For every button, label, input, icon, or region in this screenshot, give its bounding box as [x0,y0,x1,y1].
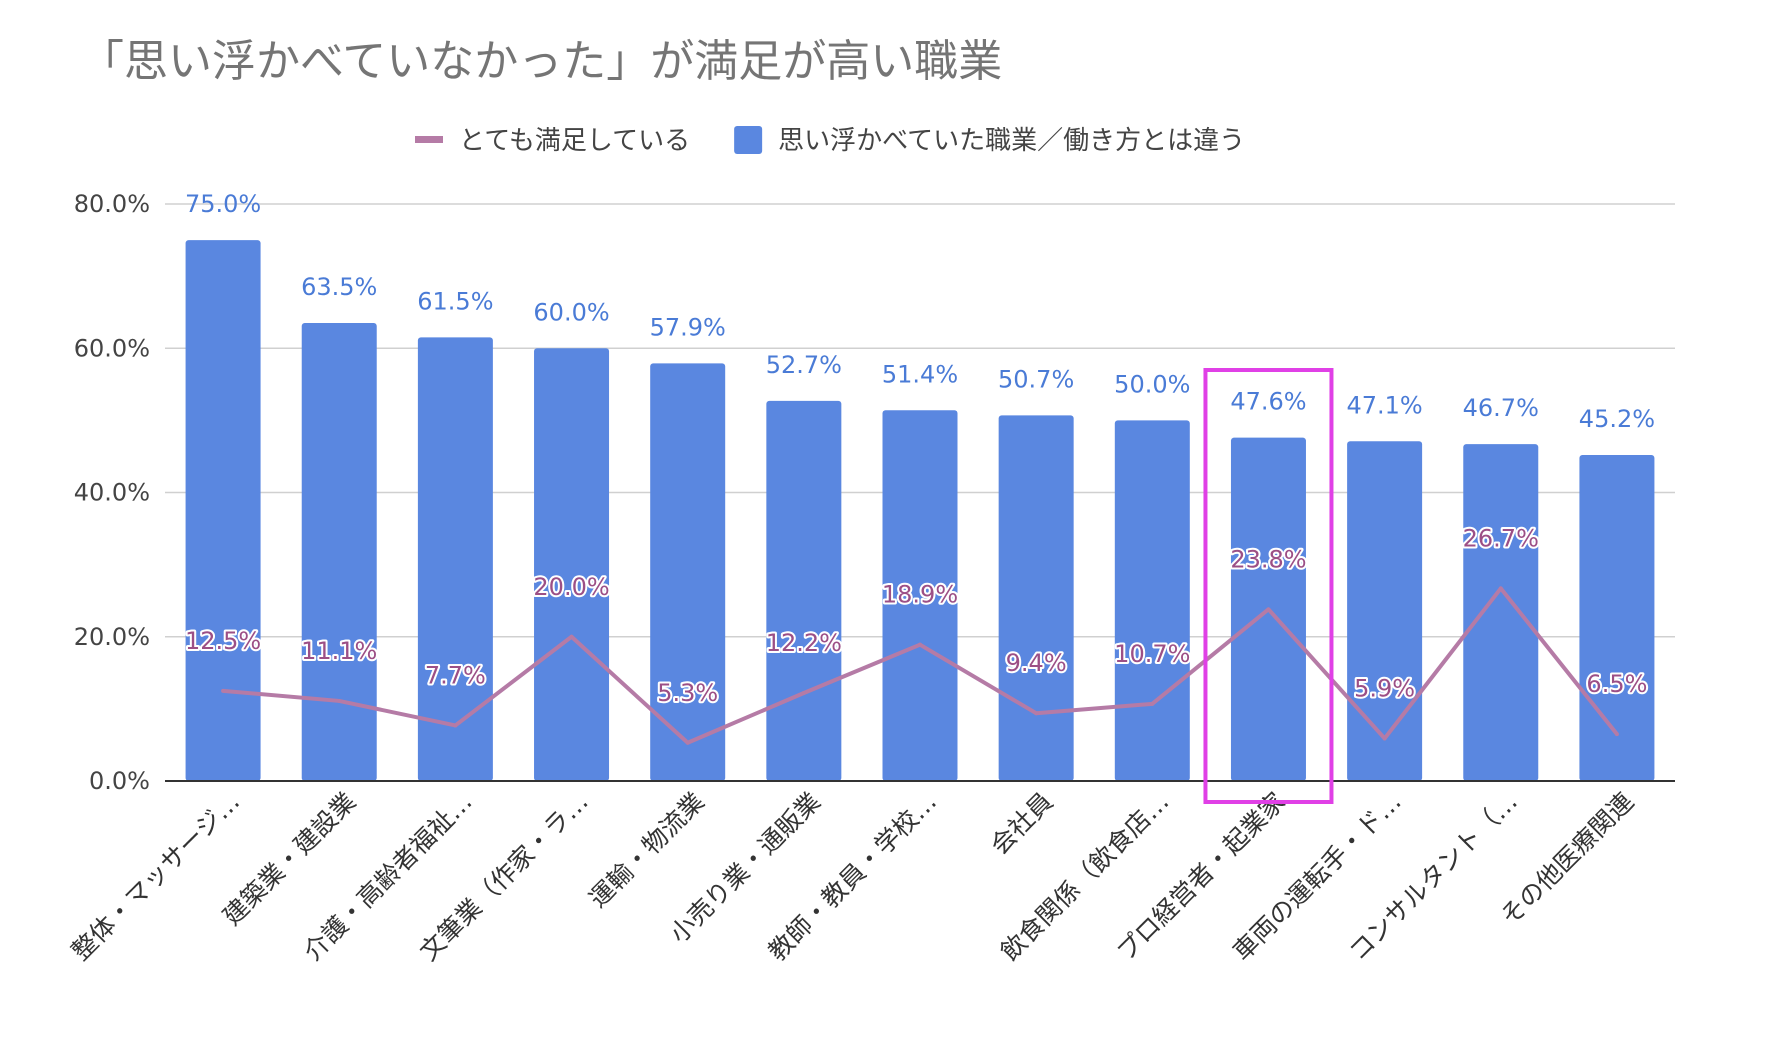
bar-data-label: 47.6% [1230,388,1306,416]
line-data-label: 10.7% [1114,640,1190,668]
x-axis: 整体・マッサージ…建築業・建設業介護・高齢者福祉…文筆業（作家・ラ…運輸・物流業… [66,780,1675,966]
legend-line-swatch [415,136,443,143]
line-point [1614,732,1619,737]
bar [882,410,958,781]
line-point [1150,701,1155,706]
line-data-label: 18.9% [882,581,958,609]
legend-bar-swatch [734,126,763,154]
line-data-label: 12.5% [185,627,261,655]
highlight-layer [1203,368,1334,804]
line-point [1498,586,1503,591]
x-tick-label: 運輸・物流業 [583,787,710,914]
line-data-label: 5.9% [1354,674,1415,702]
legend-label: 思い浮かべていた職業／働き方とは違う [778,126,1245,156]
line-point [1034,711,1039,716]
line-data-label: 9.4% [1006,649,1067,677]
line-point [801,691,806,696]
bar [1463,444,1539,781]
y-tick-label: 80.0% [74,190,150,218]
line-data-label: 26.7% [1463,524,1539,552]
bar-data-label: 63.5% [301,273,377,301]
y-tick-label: 60.0% [74,334,150,362]
bar [998,415,1074,781]
bar-data-label: 51.4% [882,360,958,388]
legend-label: とても満足している [459,126,690,156]
highlight-box [1203,368,1334,804]
bar-data-label: 46.7% [1463,394,1539,422]
bar-data-label: 50.0% [1114,370,1190,398]
bar [417,337,493,781]
line-point [337,698,342,703]
bar [1579,454,1655,781]
bar-data-label: 75.0% [185,190,261,218]
bar-data-label: 45.2% [1579,405,1655,433]
y-tick-label: 40.0% [74,479,150,507]
bar [301,323,377,781]
bar-data-label: 52.7% [766,351,842,379]
line-point [918,642,922,647]
line-point [569,634,574,639]
x-tick-label: 整体・マッサージ… [66,787,245,966]
line-data-label: 7.7% [425,661,486,689]
y-tick-label: 20.0% [74,623,150,651]
y-tick-label: 0.0% [89,767,150,795]
line-data-label: 11.1% [301,637,377,665]
bar [1114,420,1190,781]
line-data-label: 23.8% [1230,545,1306,573]
line-point [221,688,226,693]
legend: とても満足している 思い浮かべていた職業／働き方とは違う [415,126,1245,156]
bar-data-label: 61.5% [417,287,493,315]
line-point [453,723,458,728]
chart-title: 「思い浮かべていなかった」が満足が高い職業 [80,36,1002,87]
bar-data-label: 57.9% [650,313,726,341]
line-point [1382,736,1387,741]
x-tick-label: 会社員 [985,787,1059,861]
line-point [1266,607,1271,612]
bar [650,363,726,781]
bars [185,240,1655,781]
data-labels: 75.0% 63.5% 61.5% 60.0% 57.9% 52.7% 51.4% 50.7%… [183,190,1655,709]
bar-data-label: 50.7% [998,365,1074,393]
bar [185,240,261,781]
bar [534,348,610,781]
bar-data-label: 60.0% [533,298,609,326]
line-layer [221,586,1619,745]
bar [766,400,842,781]
bar-data-label: 47.1% [1346,391,1422,419]
line-data-label: 12.2% [766,629,842,657]
line-data-label: 20.0% [533,573,609,601]
line-point [685,740,690,745]
bar [1347,441,1423,781]
line-data-label: 5.3% [657,679,718,707]
line-data-label: 6.5% [1586,670,1647,698]
